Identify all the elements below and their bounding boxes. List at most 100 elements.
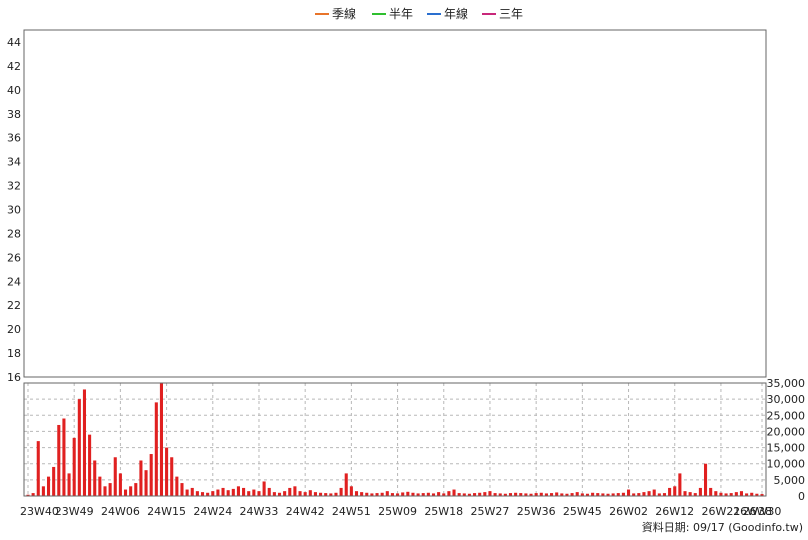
x-tick-label: 24W24 (193, 505, 232, 518)
volume-bar (585, 493, 590, 496)
volume-bar (662, 493, 667, 496)
volume-bar (632, 493, 636, 496)
volume-bar (416, 493, 420, 496)
volume-bar (421, 493, 425, 496)
volume-bar (745, 493, 749, 496)
legend: 季線 半年 年線 三年 (315, 6, 523, 21)
volume-bar (396, 493, 400, 496)
volume-bar (437, 492, 441, 496)
volume-bar (349, 486, 353, 496)
price-tick-label: 18 (7, 347, 21, 360)
price-tick-label: 34 (7, 156, 21, 169)
x-tick-label: 23W40 (20, 505, 59, 518)
volume-bar (498, 493, 502, 496)
volume-bar (165, 447, 169, 496)
x-tick-label: 24W42 (286, 505, 325, 518)
volume-bar (180, 483, 184, 496)
volume-bar (216, 489, 220, 496)
volume-bar (365, 492, 369, 496)
x-tick-label: 23W49 (55, 505, 94, 518)
axes: 16 18 20 22 24 26 28 30 32 34 36 38 40 42 44 0 5,000 10,0… (7, 29, 806, 518)
volume-bar (67, 473, 71, 496)
volume-bar (483, 492, 487, 496)
x-tick-label: 26W02 (609, 505, 648, 518)
volume-bar (334, 492, 338, 496)
volume-tick-label: 5,000 (774, 474, 806, 487)
price-tick-label: 44 (7, 36, 21, 49)
volume-bar (503, 493, 507, 496)
volume-bar (539, 492, 543, 496)
volume-bar (195, 491, 199, 496)
volume-bar (159, 383, 163, 496)
volume-bar (703, 463, 708, 496)
volume-bar (41, 486, 45, 496)
volume-bar (185, 489, 189, 496)
volume-bar (591, 492, 595, 496)
volume-bar (693, 493, 697, 496)
volume-bar (200, 492, 205, 496)
data-date-label: 資料日期: 09/17 (Goodinfo.tw) (642, 520, 803, 534)
volume-bar (534, 493, 538, 496)
x-tick-label: 25W18 (424, 505, 463, 518)
volume-bar (252, 489, 256, 496)
volume-tick-label: 35,000 (767, 377, 806, 390)
volume-bar (401, 492, 405, 496)
volume-bar (508, 493, 513, 496)
volume-bar (313, 492, 317, 496)
x-tick-label: 24W15 (147, 505, 186, 518)
volume-bar (72, 437, 76, 496)
volume-bar (236, 486, 240, 496)
volume-bar (298, 491, 302, 496)
volume-bar (242, 487, 246, 496)
volume-bar (668, 487, 672, 496)
volume-bar (734, 492, 738, 496)
volume-bar (621, 492, 625, 496)
volume-bar (570, 493, 574, 496)
volume-bar (647, 491, 651, 496)
x-tick-label: 26W38 (733, 505, 772, 518)
volume-bar (524, 493, 528, 496)
volume-bar (247, 491, 251, 496)
x-tick-label: 25W36 (517, 505, 556, 518)
volume-bar (755, 493, 759, 496)
legend-label-2: 半年 (389, 7, 413, 21)
volume-bar (113, 457, 117, 496)
legend-label-3: 年線 (444, 6, 468, 21)
volume-bar (683, 491, 687, 496)
volume-tick-label: 25,000 (767, 409, 806, 422)
volume-bar (57, 424, 61, 496)
volume-bar (698, 487, 702, 496)
volume-bar (283, 491, 287, 496)
volume-bar (385, 491, 389, 496)
volume-bar (555, 492, 559, 496)
volume-bar (519, 493, 523, 496)
volume-bar (93, 460, 97, 496)
volume-bar (575, 492, 579, 496)
x-tick-label: 26W21 (701, 505, 740, 518)
x-tick-label: 25W27 (471, 505, 510, 518)
volume-bar (611, 493, 615, 496)
volume-bar (473, 493, 477, 496)
volume-bar (673, 486, 677, 496)
volume-bar (272, 492, 276, 496)
x-tick-label: 24W06 (101, 505, 140, 518)
volume-bar (709, 487, 713, 496)
price-tick-label: 38 (7, 108, 21, 121)
volume-tick-label: 0 (798, 490, 805, 503)
x-tick-label: 25W09 (378, 505, 417, 518)
volume-bar (760, 494, 764, 496)
x-tick-label: 26W30 (743, 505, 782, 518)
volume-bar (31, 493, 35, 496)
price-tick-label: 24 (7, 275, 21, 288)
legend-label-1: 季線 (332, 6, 356, 21)
volume-bar (149, 454, 153, 496)
volume-bar (277, 492, 282, 496)
volume-bar (206, 492, 210, 496)
volume-bar (390, 493, 394, 496)
volume-bar (46, 476, 51, 496)
volume-bar (580, 493, 584, 496)
volume-tick-label: 10,000 (767, 458, 806, 471)
volume-bar (606, 493, 610, 496)
volume-bar (267, 487, 271, 496)
